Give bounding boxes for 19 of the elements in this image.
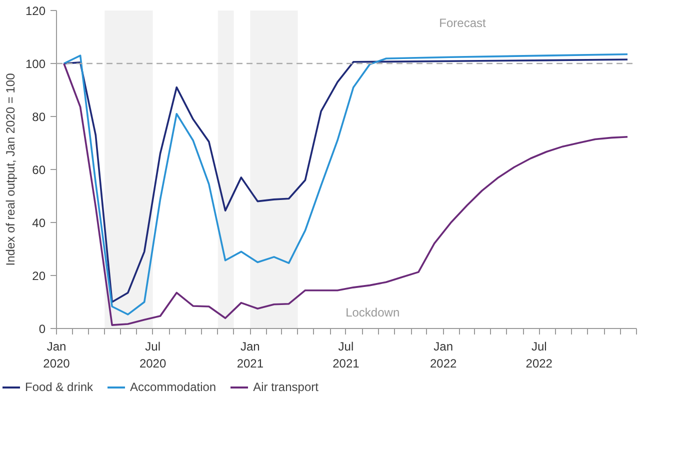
x-tick-label: Jul 2022 bbox=[526, 340, 553, 370]
x-tick-label: Jan 2020 bbox=[43, 340, 70, 370]
legend-label: Accommodation bbox=[130, 380, 216, 394]
legend-label: Air transport bbox=[253, 380, 318, 394]
x-tick-label: Jul 2021 bbox=[332, 340, 360, 370]
annotation: Forecast bbox=[439, 16, 487, 30]
y-tick-label: 0 bbox=[38, 322, 46, 336]
y-tick-label: 60 bbox=[32, 163, 46, 177]
y-tick-label: 120 bbox=[25, 4, 46, 18]
y-tick-label: 80 bbox=[32, 110, 46, 124]
y-tick-label: 40 bbox=[32, 216, 46, 230]
x-tick-label: Jan 2021 bbox=[236, 340, 264, 370]
y-axis-title: Index of real output, Jan 2020 = 100 bbox=[3, 72, 18, 266]
y-tick-label: 100 bbox=[25, 57, 46, 71]
annotation: Lockdown bbox=[346, 306, 400, 320]
x-tick-label: Jul 2020 bbox=[139, 340, 166, 370]
y-tick-label: 20 bbox=[32, 269, 46, 283]
x-tick-label: Jan 2022 bbox=[430, 340, 458, 370]
legend-label: Food & drink bbox=[25, 380, 94, 394]
